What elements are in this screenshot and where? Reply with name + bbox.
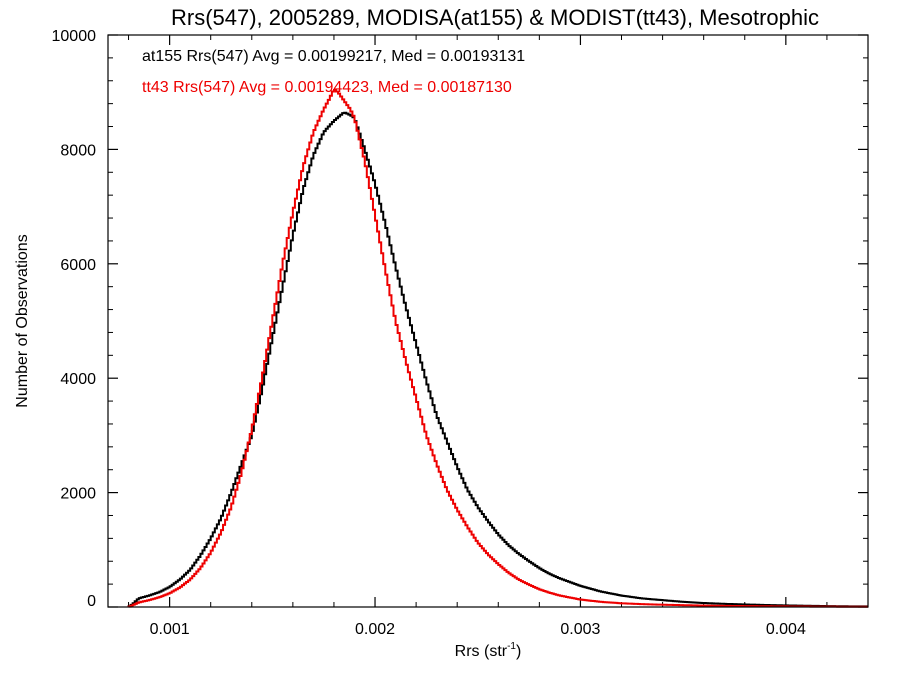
x-tick-label: 0.003	[560, 621, 600, 638]
y-axis-label: Number of Observations	[14, 234, 31, 407]
y-tick-label: 10000	[52, 28, 97, 45]
x-axis-label-main: Rrs (str	[455, 643, 508, 660]
plot-frame	[107, 34, 869, 608]
series-legend-at155: at155 Rrs(547) Avg = 0.00199217, Med = 0…	[142, 48, 525, 65]
x-tick-label: 0.001	[150, 621, 190, 638]
x-tick-label: 0.002	[355, 621, 395, 638]
y-tick-label: 2000	[60, 486, 96, 503]
y-tick-label: 0	[87, 593, 96, 610]
chart-title: Rrs(547), 2005289, MODISA(at155) & MODIS…	[171, 5, 819, 30]
x-axis-label: Rrs (str-1)	[455, 641, 522, 660]
x-axis-label-sup: -1	[507, 641, 516, 652]
y-tick-label: 6000	[60, 257, 96, 274]
x-axis-label-tail: )	[516, 643, 521, 660]
series-layer	[127, 89, 868, 608]
series-legend-tt43: tt43 Rrs(547) Avg = 0.00194423, Med = 0.…	[142, 79, 512, 96]
histogram-series-1	[127, 89, 868, 608]
axis-tick-labels: 0.001 0.002 0.003 0.004 0 2000 4000 6000 8000 100…	[52, 28, 806, 638]
x-tick-label: 0.004	[766, 621, 806, 638]
y-tick-label: 4000	[60, 371, 96, 388]
y-tick-label: 8000	[60, 142, 96, 159]
histogram-series-0	[127, 111, 868, 608]
